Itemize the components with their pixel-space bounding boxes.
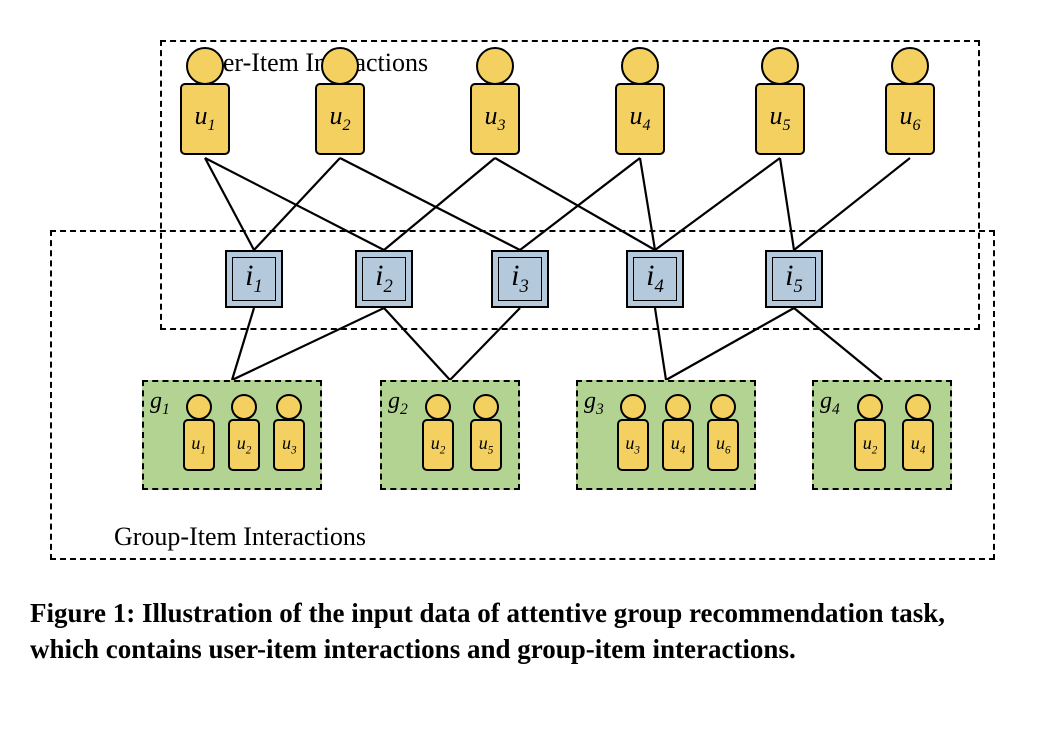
user-body: u1 (180, 83, 230, 155)
user-head-icon (665, 394, 691, 420)
user-body: u2 (422, 419, 454, 471)
diagram-canvas: User-Item InteractionsGroup-Item Interac… (30, 30, 1020, 570)
user-label: u6 (899, 103, 920, 134)
user-body: u6 (707, 419, 739, 471)
user-label: u5 (479, 434, 494, 457)
group-member-u2: u2 (228, 394, 260, 471)
item-label: i5 (785, 261, 803, 297)
user-head-icon (186, 394, 212, 420)
group-member-u1: u1 (183, 394, 215, 471)
group-member-u3: u3 (617, 394, 649, 471)
user-body: u2 (315, 83, 365, 155)
user-body: u4 (902, 419, 934, 471)
user-head-icon (620, 394, 646, 420)
user-body: u3 (617, 419, 649, 471)
user-label: u5 (769, 103, 790, 134)
user-u5: u5 (755, 47, 805, 155)
user-head-icon (231, 394, 257, 420)
user-body: u3 (470, 83, 520, 155)
group-label: g3 (584, 388, 604, 419)
user-label: u4 (629, 103, 650, 134)
item-i4: i4 (626, 250, 684, 308)
user-u4: u4 (615, 47, 665, 155)
item-label: i4 (646, 261, 664, 297)
user-label: u6 (716, 434, 731, 457)
user-head-icon (761, 47, 799, 85)
group-member-u4: u4 (662, 394, 694, 471)
user-body: u2 (854, 419, 886, 471)
group-label: g4 (820, 388, 840, 419)
group-item-panel-label: Group-Item Interactions (110, 522, 370, 552)
user-label: u2 (329, 103, 350, 134)
user-body: u1 (183, 419, 215, 471)
user-body: u2 (228, 419, 260, 471)
user-body: u3 (273, 419, 305, 471)
group-label: g1 (150, 388, 170, 419)
figure-caption: Figure 1: Illustration of the input data… (30, 595, 1020, 668)
user-head-icon (473, 394, 499, 420)
item-i5: i5 (765, 250, 823, 308)
item-label: i1 (245, 261, 263, 297)
item-label: i2 (375, 261, 393, 297)
user-u3: u3 (470, 47, 520, 155)
user-head-icon (186, 47, 224, 85)
user-label: u2 (237, 434, 252, 457)
user-u1: u1 (180, 47, 230, 155)
user-label: u1 (194, 103, 215, 134)
user-label: u3 (282, 434, 297, 457)
user-label: u2 (863, 434, 878, 457)
user-head-icon (891, 47, 929, 85)
user-label: u3 (484, 103, 505, 134)
user-head-icon (321, 47, 359, 85)
group-member-u5: u5 (470, 394, 502, 471)
user-head-icon (905, 394, 931, 420)
user-head-icon (857, 394, 883, 420)
user-head-icon (276, 394, 302, 420)
user-label: u3 (625, 434, 640, 457)
group-member-u4: u4 (902, 394, 934, 471)
user-body: u4 (662, 419, 694, 471)
user-body: u6 (885, 83, 935, 155)
user-body: u4 (615, 83, 665, 155)
user-body: u5 (755, 83, 805, 155)
group-member-u6: u6 (707, 394, 739, 471)
group-label: g2 (388, 388, 408, 419)
item-i3: i3 (491, 250, 549, 308)
group-member-u2: u2 (854, 394, 886, 471)
group-member-u2: u2 (422, 394, 454, 471)
item-i1: i1 (225, 250, 283, 308)
item-label: i3 (511, 261, 529, 297)
user-label: u1 (191, 434, 206, 457)
user-u2: u2 (315, 47, 365, 155)
user-u6: u6 (885, 47, 935, 155)
user-head-icon (621, 47, 659, 85)
user-body: u5 (470, 419, 502, 471)
user-label: u4 (671, 434, 686, 457)
user-head-icon (425, 394, 451, 420)
user-label: u4 (911, 434, 926, 457)
user-label: u2 (431, 434, 446, 457)
user-head-icon (476, 47, 514, 85)
group-member-u3: u3 (273, 394, 305, 471)
user-head-icon (710, 394, 736, 420)
item-i2: i2 (355, 250, 413, 308)
